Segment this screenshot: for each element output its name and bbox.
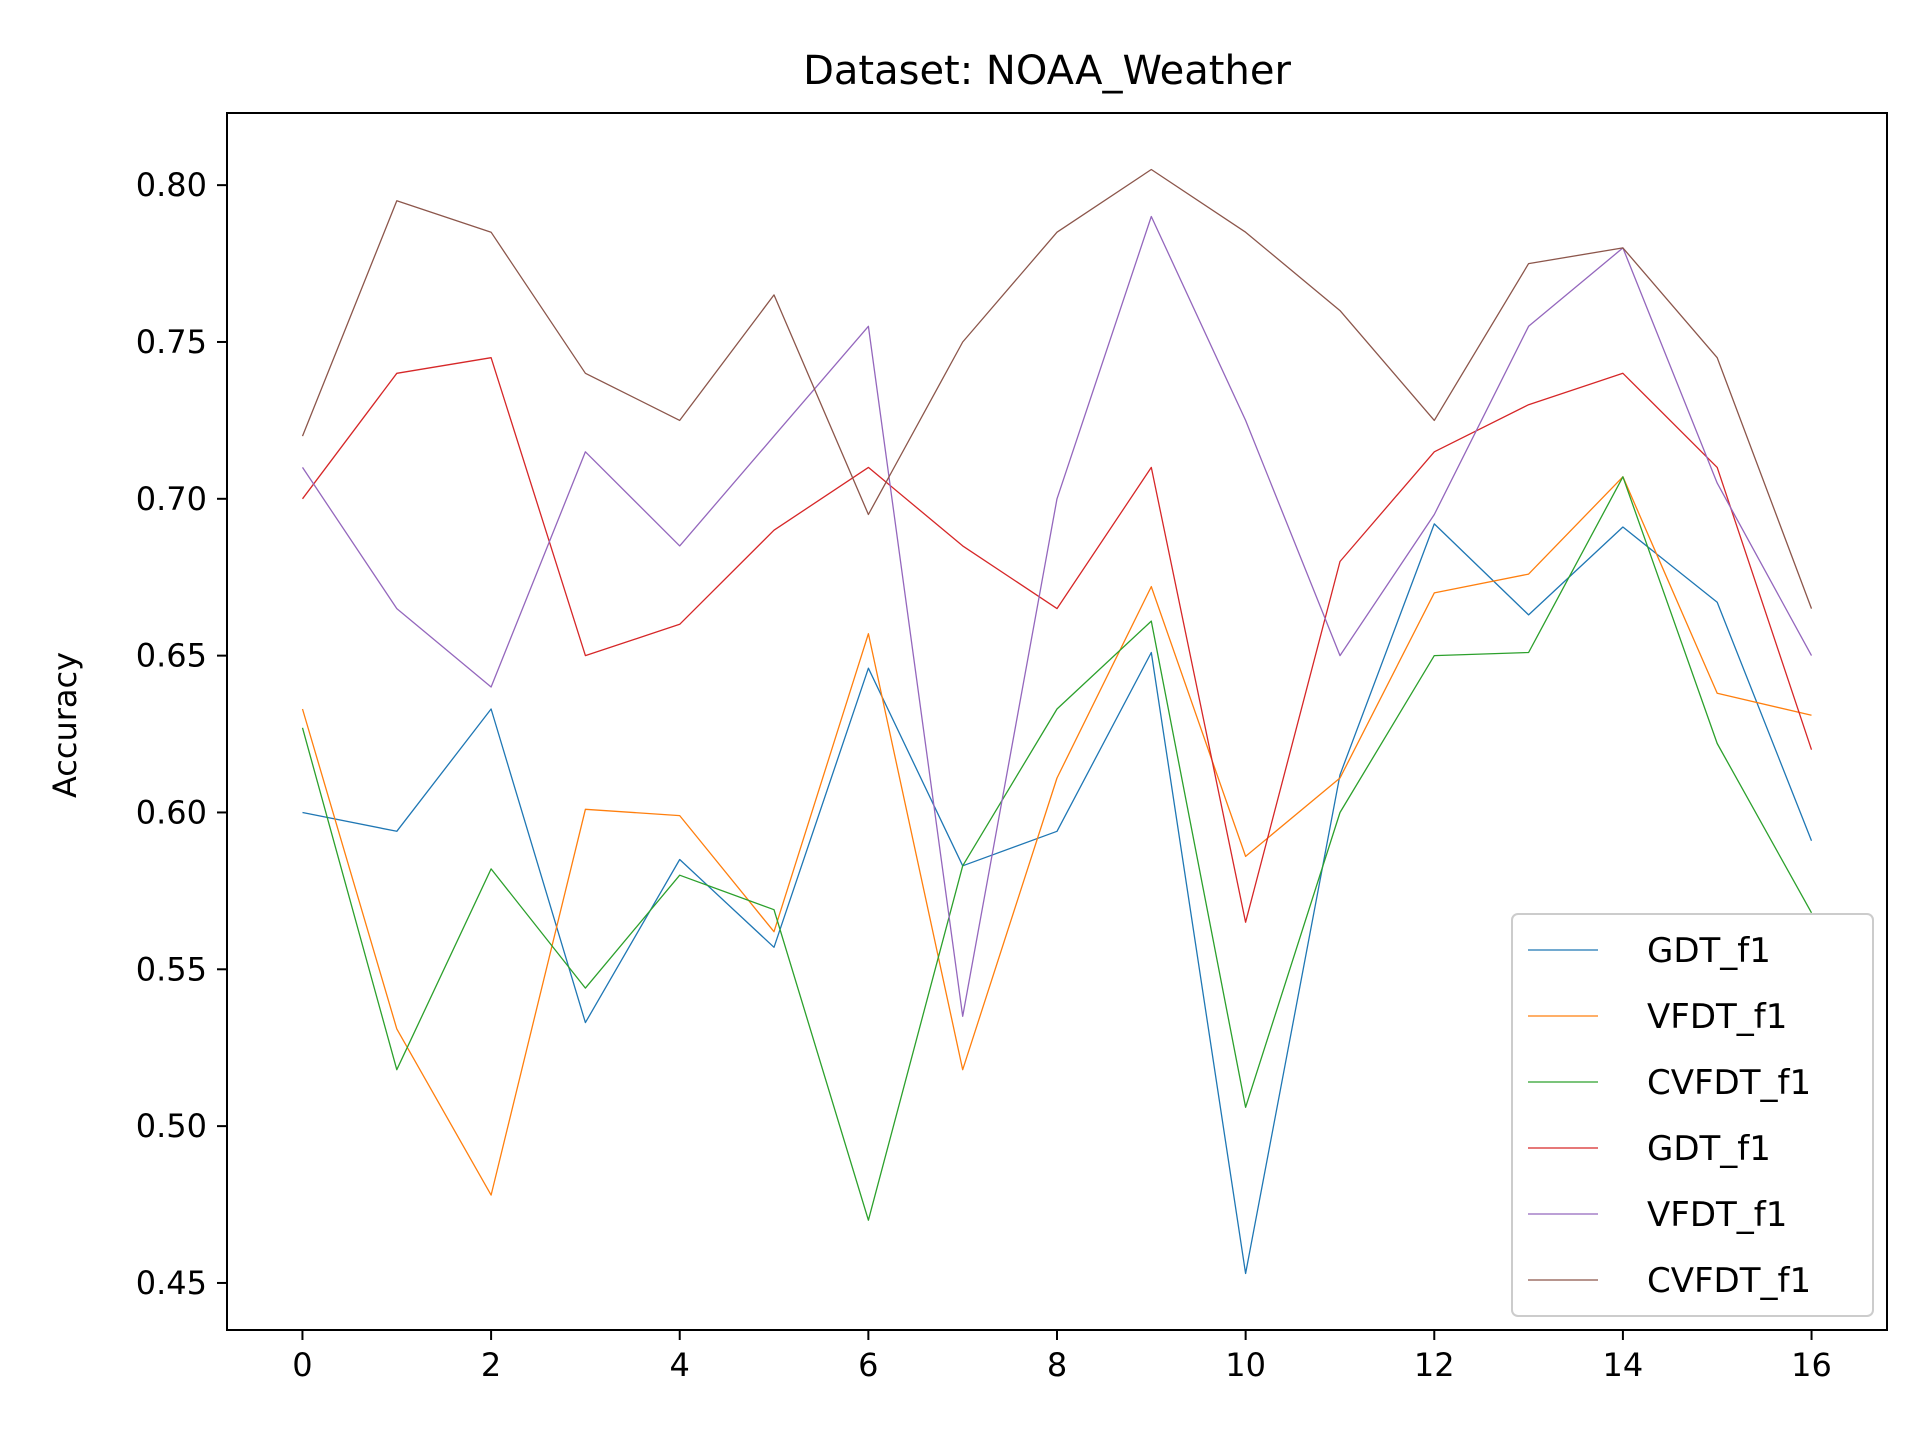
x-tick-label: 6 — [858, 1346, 878, 1384]
x-tick-label: 0 — [292, 1346, 312, 1384]
y-axis-label: Accuracy — [46, 652, 84, 798]
y-tick-label: 0.70 — [136, 480, 207, 518]
legend-label: CVFDT_f1 — [1647, 1261, 1811, 1301]
x-tick-label: 10 — [1225, 1346, 1266, 1384]
series-line-4 — [301, 357, 1813, 923]
series-line-3 — [301, 476, 1813, 1221]
y-tick-label: 0.45 — [136, 1264, 207, 1302]
axes: 0 2 4 6 8 10 12 14 16 0.45 0.50 0.55 0.60 0.65 0.70 0.7… — [136, 112, 1888, 1384]
x-tick-label: 2 — [481, 1346, 501, 1384]
series-line-6 — [301, 168, 1813, 609]
y-tick-label: 0.55 — [136, 950, 207, 988]
legend-label: VFDT_f1 — [1647, 997, 1787, 1037]
x-tick-label: 14 — [1603, 1346, 1644, 1384]
y-tick-label: 0.80 — [136, 166, 207, 204]
x-tick-label: 4 — [670, 1346, 690, 1384]
y-tick-label: 0.65 — [136, 637, 207, 675]
series-line-1 — [302, 523, 1813, 1275]
x-tick-label: 8 — [1047, 1346, 1067, 1384]
legend-label: GDT_f1 — [1647, 1129, 1771, 1169]
plot-lines — [301, 168, 1813, 1275]
legend: GDT_f1 VFDT_f1 CVFDT_f1 GDT_f1 VFDT_f1 CVFDT_… — [1511, 913, 1874, 1317]
series-line-2 — [301, 476, 1812, 1196]
legend-box — [1511, 913, 1874, 1317]
series-line-5 — [301, 215, 1813, 1017]
y-tick-label: 0.60 — [136, 793, 207, 831]
y-tick-label: 0.50 — [136, 1107, 207, 1145]
x-tick-label: 12 — [1414, 1346, 1455, 1384]
y-tick-label: 0.75 — [136, 323, 207, 361]
legend-label: CVFDT_f1 — [1647, 1063, 1811, 1103]
legend-label: GDT_f1 — [1647, 931, 1771, 971]
x-tick-label: 16 — [1791, 1346, 1832, 1384]
chart-title: Dataset: NOAA_Weather — [803, 48, 1291, 94]
legend-label: VFDT_f1 — [1647, 1195, 1787, 1235]
